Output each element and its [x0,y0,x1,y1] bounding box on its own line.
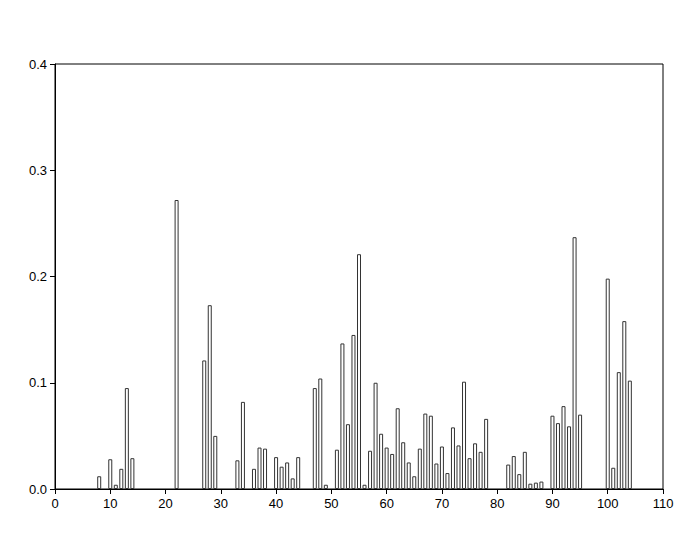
svg-text:0: 0 [51,496,58,511]
svg-text:0.0: 0.0 [29,482,47,497]
svg-text:0.3: 0.3 [29,163,47,178]
svg-text:0.4: 0.4 [29,57,47,72]
svg-text:40: 40 [269,496,283,511]
svg-text:110: 110 [653,496,674,511]
svg-text:60: 60 [379,496,393,511]
svg-text:100: 100 [597,496,619,511]
svg-text:50: 50 [324,496,338,511]
svg-text:30: 30 [214,496,228,511]
svg-text:20: 20 [158,496,172,511]
svg-text:0.2: 0.2 [29,269,47,284]
svg-text:90: 90 [545,496,559,511]
svg-text:0.1: 0.1 [29,375,47,390]
svg-text:80: 80 [490,496,504,511]
svg-text:70: 70 [435,496,449,511]
svg-text:10: 10 [103,496,117,511]
